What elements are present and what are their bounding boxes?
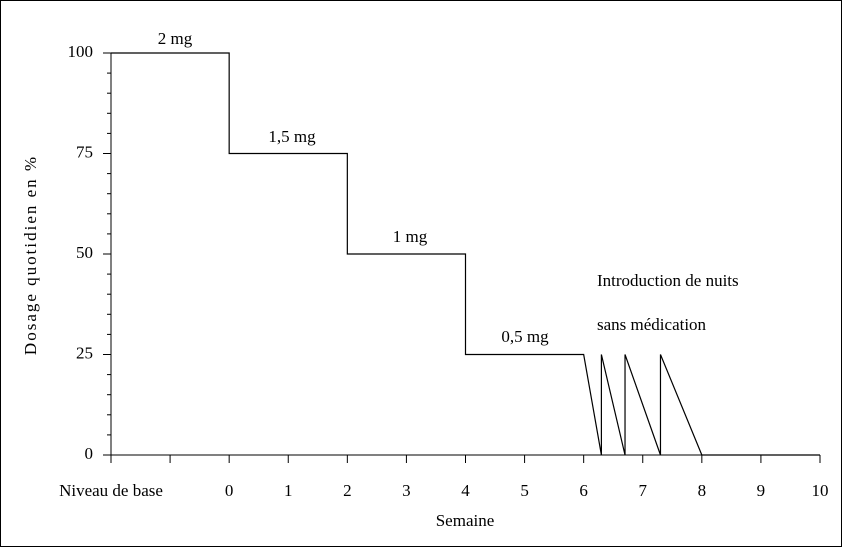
annotation: 1,5 mg [268, 127, 316, 146]
y-axis-title: Dosage quotidien en % [21, 155, 40, 355]
dose-line [111, 52, 820, 456]
x-axis-title: Semaine [436, 511, 495, 530]
annotation: 2 mg [158, 29, 193, 48]
x-tick-label: 7 [639, 481, 648, 500]
x-tick-label: 10 [812, 481, 829, 500]
y-tick-label: 0 [85, 444, 94, 463]
annotation: sans médication [597, 315, 707, 334]
annotation: Introduction de nuits [597, 271, 739, 290]
y-tick-label: 50 [76, 243, 93, 262]
y-tick-label: 75 [76, 142, 93, 161]
x-tick-label: 4 [461, 481, 470, 500]
x-tick-label: 9 [757, 481, 766, 500]
annotation: 1 mg [393, 227, 428, 246]
x-tick-label: 6 [579, 481, 588, 500]
y-tick-label: 25 [76, 343, 93, 362]
annotation: 0,5 mg [501, 327, 549, 346]
x-tick-label: 2 [343, 481, 352, 500]
x-tick-label: 3 [402, 481, 411, 500]
x-tick-label: 1 [284, 481, 293, 500]
x-tick-label: 5 [520, 481, 529, 500]
x-tick-label: Niveau de base [59, 481, 163, 500]
y-tick-label: 100 [68, 42, 94, 61]
x-tick-label: 0 [225, 481, 234, 500]
x-tick-label: 8 [698, 481, 707, 500]
